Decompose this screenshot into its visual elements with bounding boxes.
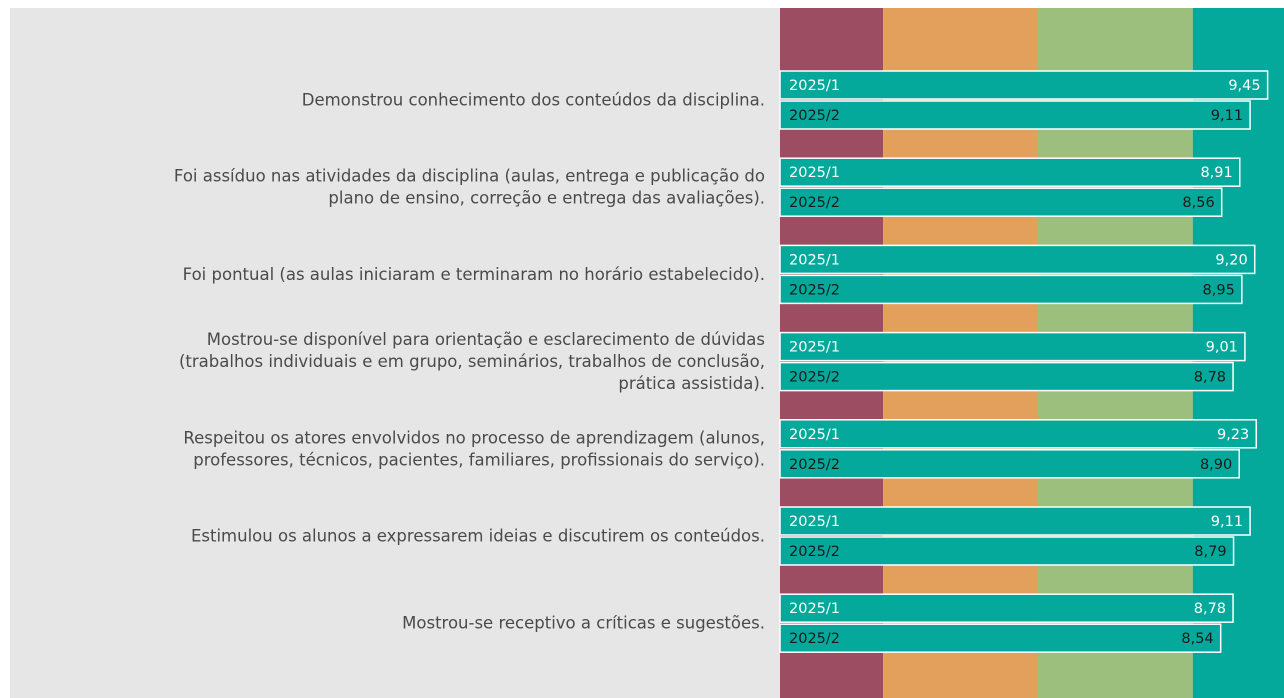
question-label: Foi pontual (as aulas iniciaram e termin… — [183, 265, 765, 284]
series-label: 2025/1 — [789, 252, 840, 268]
bar — [779, 331, 1246, 362]
value-label: 8,90 — [1200, 457, 1232, 473]
question-label: plano de ensino, correção e entrega das … — [328, 189, 765, 208]
series-label: 2025/1 — [789, 165, 840, 181]
bar — [779, 244, 1256, 275]
series-label: 2025/2 — [789, 282, 840, 298]
bar — [779, 449, 1240, 479]
question-label: Demonstrou conhecimento dos conteúdos da… — [302, 91, 765, 110]
bar — [779, 187, 1223, 217]
series-label: 2025/1 — [789, 601, 840, 617]
bar — [779, 100, 1251, 130]
bar — [779, 70, 1269, 100]
question-label: Mostrou-se disponível para orientação e … — [207, 330, 765, 349]
value-label: 9,11 — [1211, 514, 1243, 530]
bar — [779, 361, 1234, 392]
bar — [779, 536, 1235, 566]
value-label: 8,54 — [1181, 631, 1213, 647]
bar — [779, 419, 1258, 449]
value-label: 8,91 — [1200, 165, 1232, 181]
question-label: Estimulou os alunos a expressarem ideias… — [191, 527, 765, 546]
value-label: 9,11 — [1211, 108, 1243, 124]
series-label: 2025/1 — [789, 427, 840, 443]
question-label: prática assistida). — [618, 374, 765, 393]
series-label: 2025/2 — [789, 457, 840, 473]
series-label: 2025/2 — [789, 370, 840, 386]
question-label: Foi assíduo nas atividades da disciplina… — [174, 167, 765, 186]
value-label: 8,78 — [1194, 370, 1226, 386]
bar — [779, 506, 1251, 536]
value-label: 9,45 — [1228, 78, 1260, 94]
series-label: 2025/1 — [789, 78, 840, 94]
series-label: 2025/2 — [789, 108, 840, 124]
series-label: 2025/2 — [789, 195, 840, 211]
bar — [779, 274, 1243, 305]
value-label: 9,23 — [1217, 427, 1249, 443]
series-label: 2025/2 — [789, 544, 840, 560]
value-label: 8,78 — [1194, 601, 1226, 617]
question-label: (trabalhos individuais e em grupo, semin… — [179, 352, 765, 371]
question-label: Mostrou-se receptivo a críticas e sugest… — [402, 614, 765, 633]
question-label: Respeitou os atores envolvidos no proces… — [183, 428, 765, 447]
bar — [779, 157, 1241, 187]
value-label: 8,56 — [1182, 195, 1214, 211]
series-label: 2025/1 — [789, 340, 840, 356]
series-label: 2025/1 — [789, 514, 840, 530]
value-label: 9,20 — [1215, 252, 1247, 268]
question-label: professores, técnicos, pacientes, famili… — [193, 450, 765, 469]
value-label: 9,01 — [1206, 340, 1238, 356]
bar — [779, 623, 1222, 653]
value-label: 8,95 — [1203, 282, 1235, 298]
series-label: 2025/2 — [789, 631, 840, 647]
value-label: 8,79 — [1194, 544, 1226, 560]
bar — [779, 593, 1234, 623]
